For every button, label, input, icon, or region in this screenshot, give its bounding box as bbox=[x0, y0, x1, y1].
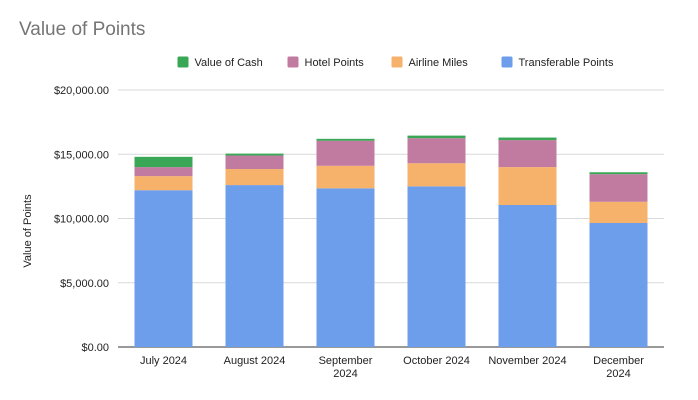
chart-title: Value of Points bbox=[19, 19, 146, 40]
legend: Value of Cash Hotel Points Airline Miles Tr… bbox=[177, 56, 614, 69]
bar-segment-hotel-points bbox=[225, 155, 284, 170]
bar-segment-value-of-cash bbox=[134, 156, 193, 168]
bar-segment-airline-miles bbox=[589, 201, 648, 223]
legend-label: Value of Cash bbox=[195, 57, 263, 69]
bar-segment-transferable-points bbox=[498, 205, 557, 347]
bar-segment-value-of-cash bbox=[589, 172, 648, 175]
x-tick-label: September bbox=[319, 355, 373, 367]
x-tick-label: November 2024 bbox=[488, 355, 566, 367]
bar-segment-transferable-points bbox=[316, 188, 375, 347]
legend-swatch bbox=[177, 56, 189, 68]
x-tick-label: October 2024 bbox=[403, 355, 470, 367]
y-axis: $0.00 $5,000.00 $10,000.00 $15,000.00 $20,00… bbox=[54, 85, 109, 354]
y-tick-label: $15,000.00 bbox=[54, 149, 109, 161]
bar-segment-hotel-points bbox=[134, 167, 193, 177]
x-tick-label: July 2024 bbox=[140, 355, 187, 367]
y-axis-title: Value of Points bbox=[22, 194, 34, 268]
bar-segment-hotel-points bbox=[407, 138, 466, 164]
bar-segment-value-of-cash bbox=[407, 135, 466, 139]
y-tick-label: $5,000.00 bbox=[60, 278, 109, 290]
x-tick-label: 2024 bbox=[606, 368, 630, 380]
bar-segment-transferable-points bbox=[225, 185, 284, 347]
bar-segment-transferable-points bbox=[589, 222, 648, 347]
bar-segment-transferable-points bbox=[407, 186, 466, 347]
bar-segment-hotel-points bbox=[498, 140, 557, 168]
legend-item-hotel-points: Hotel Points bbox=[287, 56, 365, 69]
y-tick-label: $20,000.00 bbox=[54, 85, 109, 97]
x-tick-label: August 2024 bbox=[224, 355, 286, 367]
bar-segment-transferable-points bbox=[134, 190, 193, 347]
legend-swatch bbox=[287, 56, 299, 68]
x-tick-label: December bbox=[593, 355, 644, 367]
legend-label: Hotel Points bbox=[305, 57, 365, 69]
legend-label: Transferable Points bbox=[519, 57, 614, 69]
bar-segment-hotel-points bbox=[316, 140, 375, 166]
x-axis: July 2024 August 2024 September2024October… bbox=[140, 355, 644, 380]
bar-segment-airline-miles bbox=[407, 163, 466, 187]
legend-swatch bbox=[391, 56, 403, 68]
x-tick-label: 2024 bbox=[333, 368, 357, 380]
bar-segment-value-of-cash bbox=[225, 153, 284, 156]
legend-swatch bbox=[501, 56, 513, 68]
bar-segment-value-of-cash bbox=[316, 138, 375, 141]
bar-segment-airline-miles bbox=[225, 169, 284, 186]
bars bbox=[134, 135, 648, 347]
y-tick-label: $0.00 bbox=[81, 342, 109, 354]
legend-item-airline-miles: Airline Miles bbox=[391, 56, 469, 69]
legend-item-value-of-cash: Value of Cash bbox=[177, 56, 263, 69]
bar-segment-value-of-cash bbox=[498, 137, 557, 141]
legend-item-transferable-points: Transferable Points bbox=[501, 56, 614, 69]
legend-label: Airline Miles bbox=[409, 57, 469, 69]
bar-segment-hotel-points bbox=[589, 174, 648, 202]
y-tick-label: $10,000.00 bbox=[54, 214, 109, 226]
bar-segment-airline-miles bbox=[316, 165, 375, 189]
bar-segment-airline-miles bbox=[498, 167, 557, 206]
gridlines bbox=[118, 89, 664, 348]
bar-segment-airline-miles bbox=[134, 176, 193, 191]
